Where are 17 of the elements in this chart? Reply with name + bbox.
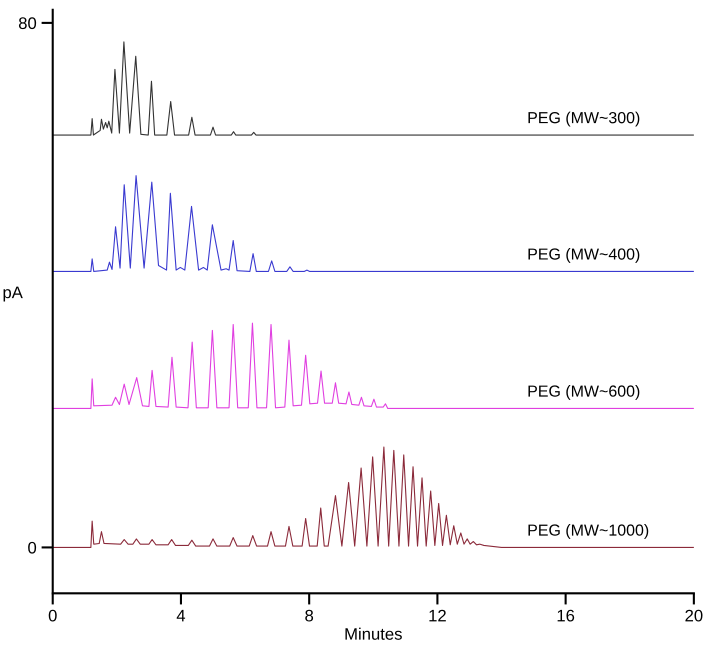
- series-label: PEG (MW~1000): [528, 524, 648, 539]
- series-label: PEG (MW~300): [528, 112, 640, 126]
- x-tick-label: 8: [305, 610, 314, 622]
- y-tick-label: 80: [18, 17, 36, 30]
- line-series: [52, 175, 694, 272]
- series-label: PEG (MW~600): [528, 385, 640, 400]
- line-series: [52, 41, 694, 136]
- x-axis-title: Minutes: [345, 628, 402, 640]
- series-label: PEG (MW~400): [528, 248, 640, 263]
- x-tick-label: 12: [429, 610, 446, 622]
- x-tick-label: 4: [176, 610, 186, 622]
- x-tick-label: 16: [558, 610, 574, 622]
- line-series: [52, 446, 694, 548]
- x-tick-label: 0: [48, 610, 57, 622]
- y-axis-title: pA: [4, 286, 23, 302]
- line-series: [52, 322, 694, 409]
- x-tick-label: 20: [685, 610, 702, 622]
